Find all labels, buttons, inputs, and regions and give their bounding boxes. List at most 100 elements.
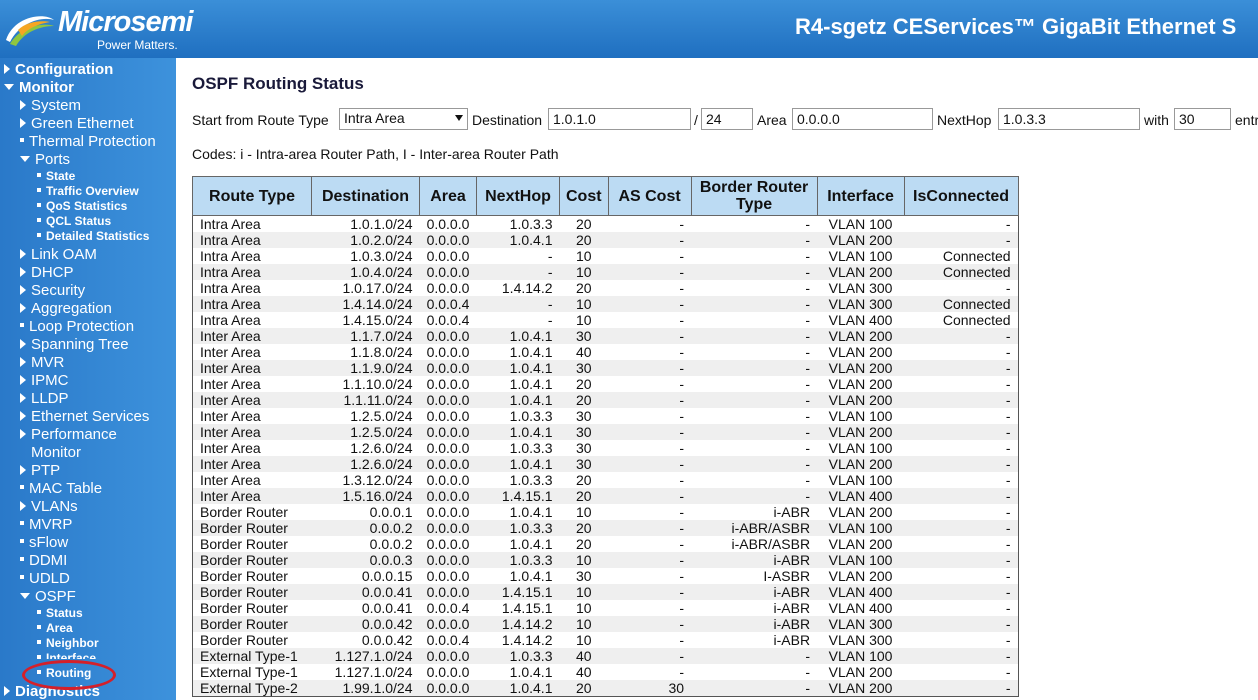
nav-configuration[interactable]: Configuration (4, 61, 113, 78)
cell-destination: 1.2.5.0/24 (311, 408, 420, 424)
cell-as-cost: - (608, 664, 692, 680)
cell-destination: 0.0.0.15 (311, 568, 420, 584)
cell-cost: 30 (559, 440, 609, 456)
cell-interface: VLAN 200 (817, 376, 905, 392)
nav-ports-state[interactable]: State (37, 169, 75, 183)
area-label: Area (757, 112, 787, 128)
cell-area: 0.0.0.0 (419, 664, 477, 680)
cell-cost: 30 (559, 360, 609, 376)
cell-isconnected: - (904, 584, 1019, 600)
cell-nexthop: 1.0.3.3 (476, 648, 560, 664)
cell-interface: VLAN 200 (817, 536, 905, 552)
cell-isconnected: Connected (904, 296, 1019, 312)
logo-tagline: Power Matters. (97, 38, 178, 52)
nav-ports[interactable]: Ports (20, 151, 70, 168)
nav-mvr[interactable]: MVR (20, 354, 64, 371)
nav-vlans[interactable]: VLANs (20, 498, 78, 515)
collapsed-arrow-icon (20, 393, 26, 404)
nav-system[interactable]: System (20, 97, 81, 114)
nav-detailed-statistics[interactable]: Detailed Statistics (37, 229, 149, 243)
cell-as-cost: - (608, 632, 692, 648)
table-row: External Type-1 1.127.1.0/24 0.0.0.0 1.0.4.… (192, 664, 1019, 680)
cell-border-router-type: - (691, 312, 818, 328)
cell-area: 0.0.0.0 (419, 328, 477, 344)
table-row: Intra Area 1.0.3.0/24 0.0.0.0-10- - VLAN 100… (192, 248, 1019, 264)
nav-ospf-area[interactable]: Area (37, 621, 73, 635)
nav-thermal-protection[interactable]: Thermal Protection (20, 133, 156, 150)
cell-destination: 1.4.14.0/24 (311, 296, 420, 312)
cell-route-type: Intra Area (192, 312, 312, 328)
nav-qos-statistics[interactable]: QoS Statistics (37, 199, 127, 213)
cell-interface: VLAN 100 (817, 215, 905, 232)
microsemi-logo[interactable]: Microsemi Power Matters. (4, 4, 194, 54)
table-row: Inter Area 1.2.5.0/24 0.0.0.0 1.0.3.3 30- - VL… (192, 408, 1019, 424)
cell-border-router-type: I-ASBR (691, 568, 818, 584)
cell-route-type: Inter Area (192, 488, 312, 504)
cell-area: 0.0.0.0 (419, 440, 477, 456)
nav-performance-monitor[interactable]: Monitor (31, 444, 82, 461)
cell-area: 0.0.0.0 (419, 616, 477, 632)
cell-border-router-type: - (691, 440, 818, 456)
nav-ospf-status[interactable]: Status (37, 606, 83, 620)
nav-aggregation[interactable]: Aggregation (20, 300, 112, 317)
cell-destination: 0.0.0.42 (311, 632, 420, 648)
area-input[interactable] (792, 108, 933, 130)
cell-destination: 1.1.8.0/24 (311, 344, 420, 360)
cell-nexthop: 1.4.15.1 (476, 584, 560, 600)
table-row: Inter Area 1.2.6.0/24 0.0.0.0 1.0.4.1 30- - VL… (192, 456, 1019, 472)
cell-border-router-type: i-ABR (691, 632, 818, 648)
cell-as-cost: - (608, 248, 692, 264)
cell-cost: 30 (559, 568, 609, 584)
cell-cost: 20 (559, 488, 609, 504)
cell-nexthop: 1.0.4.1 (476, 344, 560, 360)
nav-mac-table[interactable]: MAC Table (20, 480, 102, 497)
nav-ddmi[interactable]: DDMI (20, 552, 67, 569)
nav-spanning-tree[interactable]: Spanning Tree (20, 336, 129, 353)
nav-performance[interactable]: Performance (20, 426, 117, 443)
nav-qcl-status[interactable]: QCL Status (37, 214, 111, 228)
nav-ptp[interactable]: PTP (20, 462, 60, 479)
bullet-icon (37, 202, 41, 207)
cell-as-cost: - (608, 536, 692, 552)
nav-ospf-neighbor[interactable]: Neighbor (37, 636, 99, 650)
cell-area: 0.0.0.0 (419, 536, 477, 552)
nav-security[interactable]: Security (20, 282, 85, 299)
cell-nexthop: 1.0.4.1 (476, 664, 560, 680)
nav-loop-protection[interactable]: Loop Protection (20, 318, 134, 335)
entries-count-input[interactable] (1174, 108, 1231, 130)
nav-ospf[interactable]: OSPF (20, 588, 76, 605)
cell-as-cost: - (608, 280, 692, 296)
nav-ipmc[interactable]: IPMC (20, 372, 69, 389)
route-type-select[interactable]: Intra Area (339, 108, 468, 130)
nav-mvrp[interactable]: MVRP (20, 516, 72, 533)
cell-border-router-type: i-ABR (691, 616, 818, 632)
nav-green-ethernet[interactable]: Green Ethernet (20, 115, 134, 132)
nav-link-oam[interactable]: Link OAM (20, 246, 97, 263)
cell-interface: VLAN 400 (817, 584, 905, 600)
cell-border-router-type: i-ABR (691, 584, 818, 600)
cell-route-type: Intra Area (192, 296, 312, 312)
cell-cost: 40 (559, 344, 609, 360)
nav-traffic-overview[interactable]: Traffic Overview (37, 184, 139, 198)
nav-lldp[interactable]: LLDP (20, 390, 69, 407)
prefix-separator: / (694, 112, 698, 128)
cell-cost: 20 (559, 215, 609, 232)
cell-destination: 0.0.0.41 (311, 600, 420, 616)
nav-dhcp[interactable]: DHCP (20, 264, 74, 281)
nav-sflow[interactable]: sFlow (20, 534, 68, 551)
cell-as-cost: - (608, 424, 692, 440)
cell-border-router-type: - (691, 280, 818, 296)
destination-input[interactable] (548, 108, 691, 130)
cell-destination: 1.2.5.0/24 (311, 424, 420, 440)
nav-ospf-interface[interactable]: Interface (37, 651, 96, 659)
nav-monitor[interactable]: Monitor (4, 79, 74, 96)
prefix-length-input[interactable] (701, 108, 753, 130)
nav-ethernet-services[interactable]: Ethernet Services (20, 408, 149, 425)
cell-nexthop: 1.0.4.1 (476, 504, 560, 520)
cell-route-type: External Type-1 (192, 648, 312, 664)
cell-border-router-type: i-ABR/ASBR (691, 520, 818, 536)
nexthop-input[interactable] (998, 108, 1140, 130)
bullet-icon (37, 609, 41, 614)
nav-udld[interactable]: UDLD (20, 570, 70, 587)
table-row: Intra Area 1.4.15.0/24 0.0.0.4-10- - VLAN 40… (192, 312, 1019, 328)
